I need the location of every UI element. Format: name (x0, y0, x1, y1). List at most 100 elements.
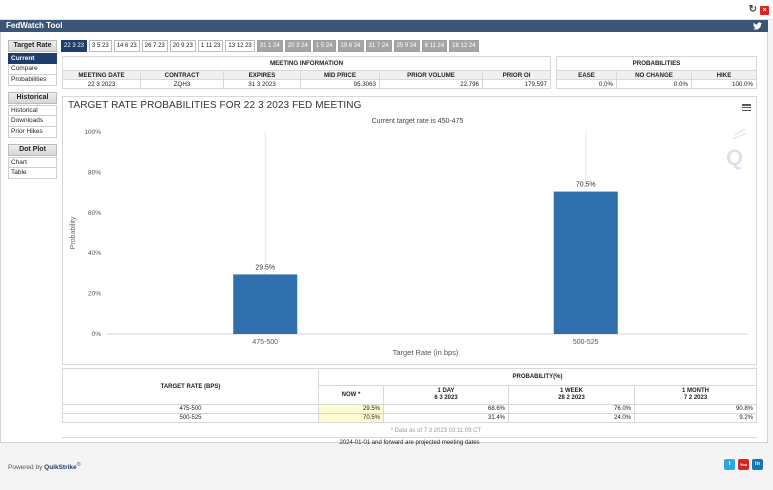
social-links: t You in (724, 459, 763, 470)
sidebar-item-downloads[interactable]: Downloads (8, 116, 57, 127)
quikstrike-link[interactable]: QuikStrike (44, 464, 77, 472)
window-controls: ↻ × (749, 5, 769, 15)
refresh-icon[interactable]: ↻ (748, 4, 757, 15)
quikstrike-logo-icon: Q (726, 128, 747, 170)
y-tick-label: 20% (88, 291, 101, 298)
meeting-date-cell: 22 3 2023 (62, 79, 141, 89)
1-month-col-header: 1 MONTH 7 2 2023 (634, 385, 757, 405)
sidebar-item-probabilities[interactable]: Probabilities (8, 75, 57, 86)
col-header: MID PRICE (300, 70, 380, 80)
sidebar-item-table[interactable]: Table (8, 168, 57, 179)
sidebar-head-target-rate[interactable]: Target Rate (8, 40, 57, 52)
probability-history-table: TARGET RATE (BPS) PROBABILITY(%) NOW * 1… (62, 368, 757, 423)
col-header: HIKE (691, 70, 757, 80)
sidebar-item-current[interactable]: Current (8, 53, 57, 64)
bar-475-500 (233, 274, 298, 334)
tab-meeting-6-11-24[interactable]: 6 11 24 (421, 40, 448, 52)
youtube-icon[interactable]: You (738, 459, 749, 470)
sidebar-item-historical[interactable]: Historical (8, 105, 57, 116)
rate-header: TARGET RATE (BPS) (62, 368, 319, 405)
tab-meeting-20-3-24[interactable]: 20 3 24 (284, 40, 311, 52)
tab-meeting-25-9-24[interactable]: 25 9 24 (393, 40, 420, 52)
sidebar-item-compare[interactable]: Compare (8, 64, 57, 75)
sidebar: Target Rate Current Compare Probabilitie… (8, 40, 57, 179)
x-tick-label: 475-500 (252, 339, 278, 346)
no-change-cell: 0.0% (616, 79, 692, 89)
1-day-cell: 68.6% (383, 404, 509, 414)
rate-cell: 500-525 (62, 413, 319, 423)
tab-meeting-22-3-23[interactable]: 22 3 23 (61, 40, 88, 52)
powered-by: Powered by QuikStrike® (8, 462, 81, 472)
registered-mark: ® (76, 462, 81, 468)
y-tick-label: 40% (88, 250, 101, 257)
probabilities-table: PROBABILITIES EASE NO CHANGE HIKE 0.0% 0… (556, 56, 757, 89)
col-header: PRIOR VOLUME (379, 70, 483, 80)
col-header: MEETING DATE (62, 70, 141, 80)
table-row: 475-500 29.5% 68.6% 76.0% 90.8% (62, 404, 757, 414)
close-icon[interactable]: × (760, 5, 769, 15)
chart-panel: TARGET RATE PROBABILITIES FOR 22 3 2023 … (62, 96, 757, 365)
tab-meeting-19-6-24[interactable]: 19 6 24 (337, 40, 364, 52)
tab-meeting-20-9-23[interactable]: 20 9 23 (169, 40, 196, 52)
sidebar-item-prior-hikes[interactable]: Prior Hikes (8, 127, 57, 138)
table-row: 500-525 70.5% 31.4% 24.0% 9.2% (62, 413, 757, 423)
twitter-icon[interactable] (753, 22, 762, 30)
y-tick-label: 60% (88, 210, 101, 217)
svg-text:Q: Q (726, 145, 743, 170)
app-titlebar: FedWatch Tool (0, 20, 768, 32)
probability-chart: Q Current target rate is 450-475 0% 20% 40%… (70, 118, 748, 357)
sidebar-head-dot-plot[interactable]: Dot Plot (8, 144, 57, 156)
probability-header: PROBABILITY(%) (318, 368, 757, 386)
twitter-social-icon[interactable]: t (724, 459, 735, 470)
linkedin-icon[interactable]: in (752, 459, 763, 470)
expires-cell: 31 3 2023 (223, 79, 301, 89)
1-day-cell: 31.4% (383, 413, 509, 423)
tab-meeting-3-5-23[interactable]: 3 5 23 (89, 40, 112, 52)
col-header: EASE (556, 70, 617, 80)
1-week-col-header: 1 WEEK 28 2 2023 (508, 385, 635, 405)
y-axis-label: Probability (70, 216, 77, 249)
meeting-info-caption: MEETING INFORMATION (62, 56, 551, 71)
tab-meeting-31-7-24[interactable]: 31 7 24 (365, 40, 392, 52)
1-week-cell: 76.0% (508, 404, 635, 414)
prior-oi-cell: 179,597 (482, 79, 551, 89)
app-title: FedWatch Tool (6, 21, 63, 30)
tab-meeting-14-6-23[interactable]: 14 6 23 (113, 40, 140, 52)
col-header: NO CHANGE (616, 70, 692, 80)
col-header: PRIOR OI (482, 70, 551, 80)
now-col-header: NOW * (318, 385, 384, 405)
ease-cell: 0.0% (556, 79, 617, 89)
now-cell: 70.5% (318, 413, 384, 423)
contract-cell: ZQH3 (140, 79, 224, 89)
sidebar-item-chart[interactable]: Chart (8, 157, 57, 168)
chart-subtitle: Current target rate is 450-475 (372, 118, 464, 125)
tab-meeting-1-5-24[interactable]: 1 5 24 (312, 40, 336, 52)
rate-cell: 475-500 (62, 404, 319, 414)
browser-strip: ↻ × (0, 0, 773, 20)
probabilities-caption: PROBABILITIES (556, 56, 757, 71)
data-timestamp-note: * Data as of 7 3 2023 03:11:09 CT (390, 428, 482, 434)
1-month-cell: 90.8% (634, 404, 757, 414)
tab-meeting-18-12-24[interactable]: 18 12 24 (449, 40, 479, 52)
sidebar-head-historical[interactable]: Historical (8, 92, 57, 104)
mid-price-cell: 95.3063 (300, 79, 380, 89)
chart-title: TARGET RATE PROBABILITIES FOR 22 3 2023 … (68, 100, 362, 111)
meeting-date-tabs: 22 3 23 3 5 23 14 6 23 26 7 23 20 9 23 1 11 2… (61, 40, 479, 52)
projected-dates-note: 2024-01-01 and forward are projected mee… (62, 437, 757, 448)
x-axis-label: Target Rate (in bps) (393, 348, 459, 357)
tab-meeting-13-12-23[interactable]: 13 12 23 (225, 40, 255, 52)
col-header: CONTRACT (140, 70, 224, 80)
meeting-info-table: MEETING INFORMATION MEETING DATE CONTRAC… (62, 56, 551, 89)
tab-meeting-31-1-24[interactable]: 31 1 24 (256, 40, 283, 52)
data-label: 70.5% (576, 182, 596, 189)
prior-volume-cell: 22,796 (379, 79, 483, 89)
1-day-col-header: 1 DAY 6 3 2023 (383, 385, 509, 405)
tab-meeting-26-7-23[interactable]: 26 7 23 (141, 40, 168, 52)
menu-icon[interactable] (742, 104, 751, 112)
data-label: 29.5% (255, 264, 275, 271)
y-tick-label: 0% (92, 331, 102, 338)
1-week-cell: 24.0% (508, 413, 635, 423)
now-cell: 29.5% (318, 404, 384, 414)
y-tick-label: 80% (88, 169, 101, 176)
tab-meeting-1-11-23[interactable]: 1 11 23 (197, 40, 224, 52)
